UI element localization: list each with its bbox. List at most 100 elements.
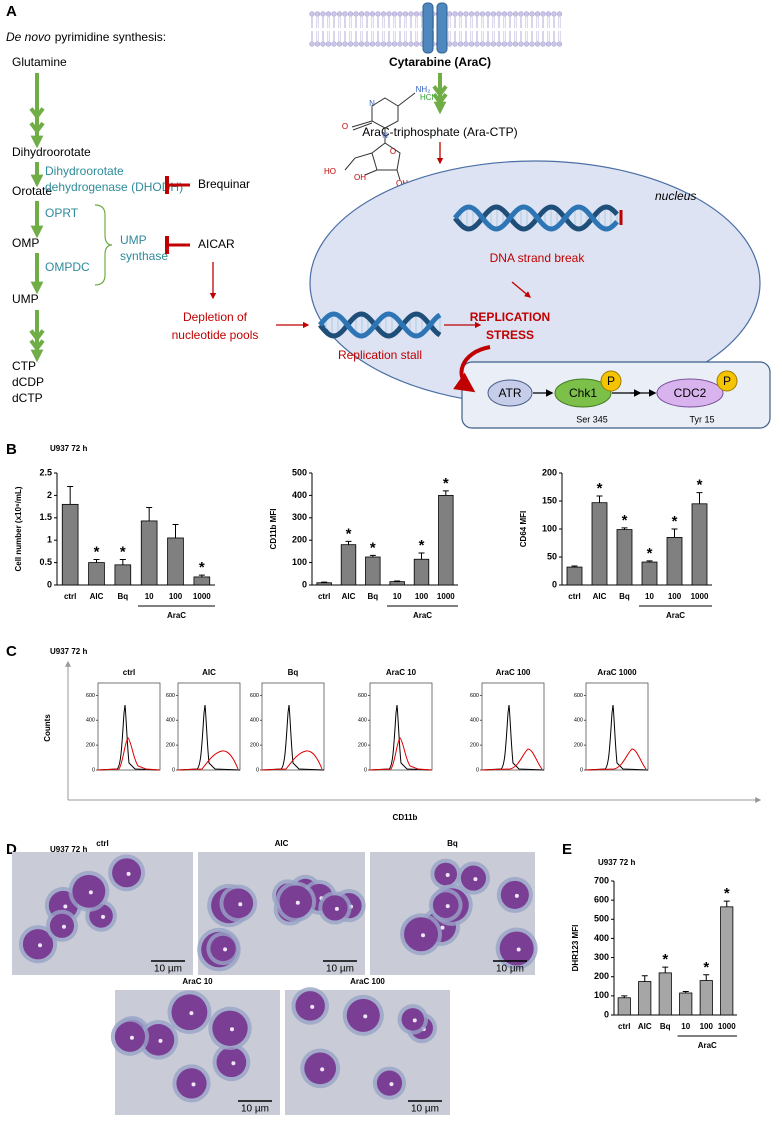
nucleus-stain (460, 865, 487, 891)
lipid-head (490, 41, 497, 47)
signal-box (461, 361, 771, 429)
vacuole (445, 904, 450, 909)
lipid-tail (509, 17, 511, 41)
lipid-head (364, 41, 370, 47)
y-tick-label: 200 (470, 743, 479, 749)
chevron (29, 121, 45, 135)
error-bar (682, 990, 689, 993)
lipid-tail (553, 17, 555, 41)
significance: * (724, 885, 730, 902)
lipid-head (309, 11, 315, 17)
subtitle: U937 72 h (50, 444, 87, 453)
y-tick-label: 200 (250, 743, 259, 749)
x-tick-label: AIC (90, 592, 104, 601)
lipid-head (402, 41, 409, 47)
enzyme: UMP (120, 233, 147, 247)
vacuole (189, 1011, 194, 1016)
lipid-head (452, 41, 458, 47)
y-tick-label: 200 (594, 971, 609, 981)
error-bar (662, 966, 669, 973)
lipid-tail (503, 17, 506, 41)
y-tick-label: 0 (476, 767, 479, 773)
arrow (511, 281, 531, 298)
lipid-head (408, 11, 414, 17)
image-title: AraC 10 (182, 977, 213, 986)
panel-letter: C (6, 643, 17, 660)
significance: * (597, 480, 603, 497)
chevron (432, 92, 448, 106)
kinase (487, 379, 533, 407)
vacuole (101, 914, 106, 919)
lipid-tail (520, 17, 522, 41)
error-bar (621, 527, 628, 530)
lipid-head (507, 11, 513, 17)
lipid-head (463, 41, 469, 47)
plot-title: AIC (202, 668, 216, 677)
error-bar (723, 900, 730, 907)
lipid-head (512, 11, 519, 17)
lipid-head (545, 11, 552, 17)
lipid-head (551, 11, 557, 17)
error-bar (172, 524, 179, 538)
phospho (600, 370, 622, 392)
significance: * (370, 539, 376, 556)
bar (638, 981, 652, 1016)
bar (438, 494, 454, 586)
x-tick-label: ctrl (64, 592, 76, 601)
lipid-head (523, 41, 530, 47)
vacuole (223, 947, 228, 952)
kinase-label: ATR (498, 386, 521, 400)
lipid-tail (514, 17, 517, 41)
y-tick-label: 600 (594, 895, 609, 905)
phospho (716, 370, 738, 392)
image-title: AIC (275, 839, 289, 848)
lipid-head (320, 41, 326, 47)
inhibitor: Brequinar (198, 177, 250, 191)
chevron (432, 85, 448, 98)
y-tick-label: 200 (542, 467, 557, 477)
site: Tyr 15 (689, 414, 714, 424)
strand (453, 204, 619, 232)
lipid-head (402, 11, 409, 17)
bar (88, 562, 105, 586)
vacuole (126, 871, 131, 876)
control-curve (97, 704, 161, 771)
bar (591, 502, 608, 586)
error-bar (442, 490, 449, 496)
y-tick-label: 100 (292, 557, 307, 567)
x-tick-label: Bq (117, 592, 128, 601)
lipid-tail (360, 17, 363, 41)
lipid-tail (465, 17, 467, 41)
histogram (369, 704, 433, 771)
bar (140, 520, 158, 586)
group-label: AraC (666, 611, 685, 620)
x-tick-label: ctrl (618, 1022, 630, 1031)
lipid-head (468, 11, 475, 17)
lipid-head (479, 11, 486, 17)
bar (413, 558, 430, 586)
x-tick-label: 100 (169, 592, 183, 601)
error-bar (369, 554, 376, 557)
y-tick-label: 0 (604, 1009, 609, 1019)
lipid-tail (371, 17, 374, 41)
nucleus-stain (212, 1010, 248, 1046)
vacuole (88, 890, 93, 895)
y-tick-label: 200 (358, 743, 367, 749)
nucleus-stain (114, 1021, 146, 1052)
y-tick-label: 0 (92, 767, 95, 773)
histogram (177, 704, 241, 771)
lipid-head (369, 41, 376, 47)
error-bar (671, 528, 678, 538)
vacuole (129, 1035, 134, 1040)
lipid-tail (487, 17, 489, 41)
lipid-head (556, 11, 563, 17)
strand (318, 311, 442, 339)
lipid-head (347, 11, 354, 17)
lipid-head (501, 11, 508, 17)
lipid-head (518, 11, 524, 17)
lipid-head (369, 11, 376, 17)
significance: * (419, 537, 425, 554)
bracket (94, 204, 113, 286)
lipid-head (353, 41, 359, 47)
